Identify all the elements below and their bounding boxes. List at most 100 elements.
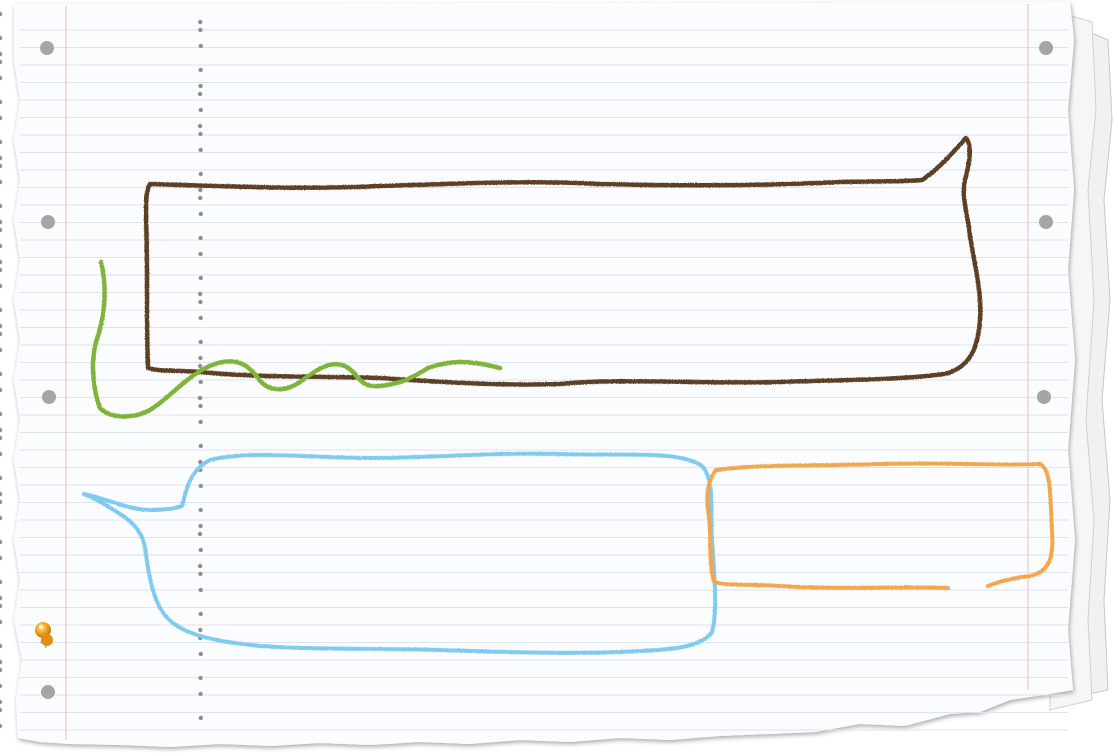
perforation-dot	[198, 547, 203, 553]
perforation-dot	[0, 643, 3, 649]
notebook-paper	[14, 2, 1075, 747]
punch-hole	[1039, 41, 1053, 55]
perforation-dot	[0, 539, 3, 545]
perforation-dot	[197, 531, 203, 537]
perforation-dot	[0, 259, 3, 265]
perforation-dot	[198, 67, 203, 73]
perforation-dot	[0, 579, 3, 585]
perforation-dot	[198, 211, 203, 217]
perforation-dot	[197, 395, 203, 401]
perforation-dot	[0, 99, 3, 105]
perforation-dot	[0, 323, 3, 329]
perforation-dot	[0, 115, 3, 121]
perforation-dot	[0, 723, 3, 729]
perforation-dot	[0, 515, 3, 521]
perforation-dot	[0, 411, 3, 417]
punch-hole	[1037, 390, 1051, 404]
perforation-dot	[0, 11, 3, 17]
perforation-dot	[0, 619, 3, 625]
perforation-dot	[0, 139, 3, 145]
perforation-dot	[0, 59, 3, 65]
perforation-dot	[0, 75, 3, 81]
perforation-dot	[198, 171, 203, 177]
perforation-dot	[0, 163, 3, 169]
perforation-dot	[198, 523, 203, 529]
punch-hole	[41, 215, 55, 229]
punch-hole	[42, 390, 56, 404]
perforation-dot	[197, 563, 203, 569]
green-squiggle	[90, 259, 503, 419]
perforation-dot	[0, 491, 3, 497]
perforation-dot	[0, 667, 3, 673]
perforation-dot	[198, 83, 203, 89]
perforation-dot	[0, 603, 3, 609]
perforation-dot	[0, 387, 3, 393]
perforation-dot	[198, 19, 203, 25]
perforation-dot	[0, 499, 3, 505]
perforation-dot	[197, 291, 203, 297]
orange-box	[705, 461, 1055, 590]
perforation-dot	[198, 339, 203, 345]
perforation-dot	[0, 595, 3, 601]
perforation-dot	[0, 307, 3, 313]
perforation-dot	[0, 699, 3, 705]
perforation-dot	[0, 267, 3, 273]
perforation-dot	[198, 195, 203, 201]
perforation-dot	[0, 51, 3, 57]
perforation-dot	[198, 483, 203, 489]
perforation-dot	[0, 427, 3, 433]
perforation-dot	[197, 363, 203, 369]
perforation-dot	[198, 107, 203, 113]
perforation-dot	[0, 331, 3, 337]
perforation-dot	[198, 691, 203, 697]
perforation-dot	[198, 235, 203, 241]
perforation-dot	[0, 371, 3, 377]
perforation-dot	[198, 403, 203, 409]
perforation-dot	[198, 443, 203, 449]
perforation-dot	[0, 555, 3, 561]
perforation-dot	[0, 219, 3, 225]
perforation-dot	[198, 675, 203, 681]
punch-hole	[40, 41, 54, 55]
perforation-dot	[198, 187, 203, 193]
perforation-dot	[198, 715, 203, 721]
perforation-edge	[0, 11, 203, 729]
perforation-dot	[0, 659, 3, 665]
perforation-dot	[0, 347, 3, 353]
perforation-dot	[198, 587, 203, 593]
pushpin-icon	[35, 622, 53, 649]
perforation-dot	[0, 243, 3, 249]
perforation-dot	[198, 419, 203, 425]
punch-hole	[1039, 215, 1053, 229]
perforation-dot	[0, 203, 3, 209]
perforation-dot	[0, 179, 3, 185]
perforation-dot	[197, 91, 203, 97]
perforation-dot	[198, 251, 203, 257]
perforation-dot	[198, 315, 203, 321]
blue-speech-box	[82, 451, 718, 655]
perforation-dot	[198, 651, 203, 657]
perforation-dot	[198, 571, 203, 577]
perforation-dot	[198, 275, 203, 281]
punch-holes	[40, 41, 1053, 699]
perforation-dot	[0, 707, 3, 713]
perforation-dot	[0, 451, 3, 457]
perforation-dot	[198, 299, 203, 305]
perforation-dot	[0, 35, 3, 41]
perforation-dot	[198, 627, 203, 633]
perforation-dot	[0, 683, 3, 689]
perforation-dot	[0, 283, 3, 289]
perforation-dot	[0, 475, 3, 481]
perforation-dot	[198, 379, 203, 385]
perforation-dot	[198, 131, 203, 137]
punch-hole	[41, 685, 55, 699]
perforation-dot	[197, 123, 203, 129]
perforation-dot	[198, 611, 203, 617]
perforation-dot	[198, 355, 203, 361]
perforation-dot	[198, 507, 203, 513]
perforation-dot	[198, 147, 203, 153]
perforation-dot	[0, 227, 3, 233]
ruled-lines	[20, 29, 1068, 731]
